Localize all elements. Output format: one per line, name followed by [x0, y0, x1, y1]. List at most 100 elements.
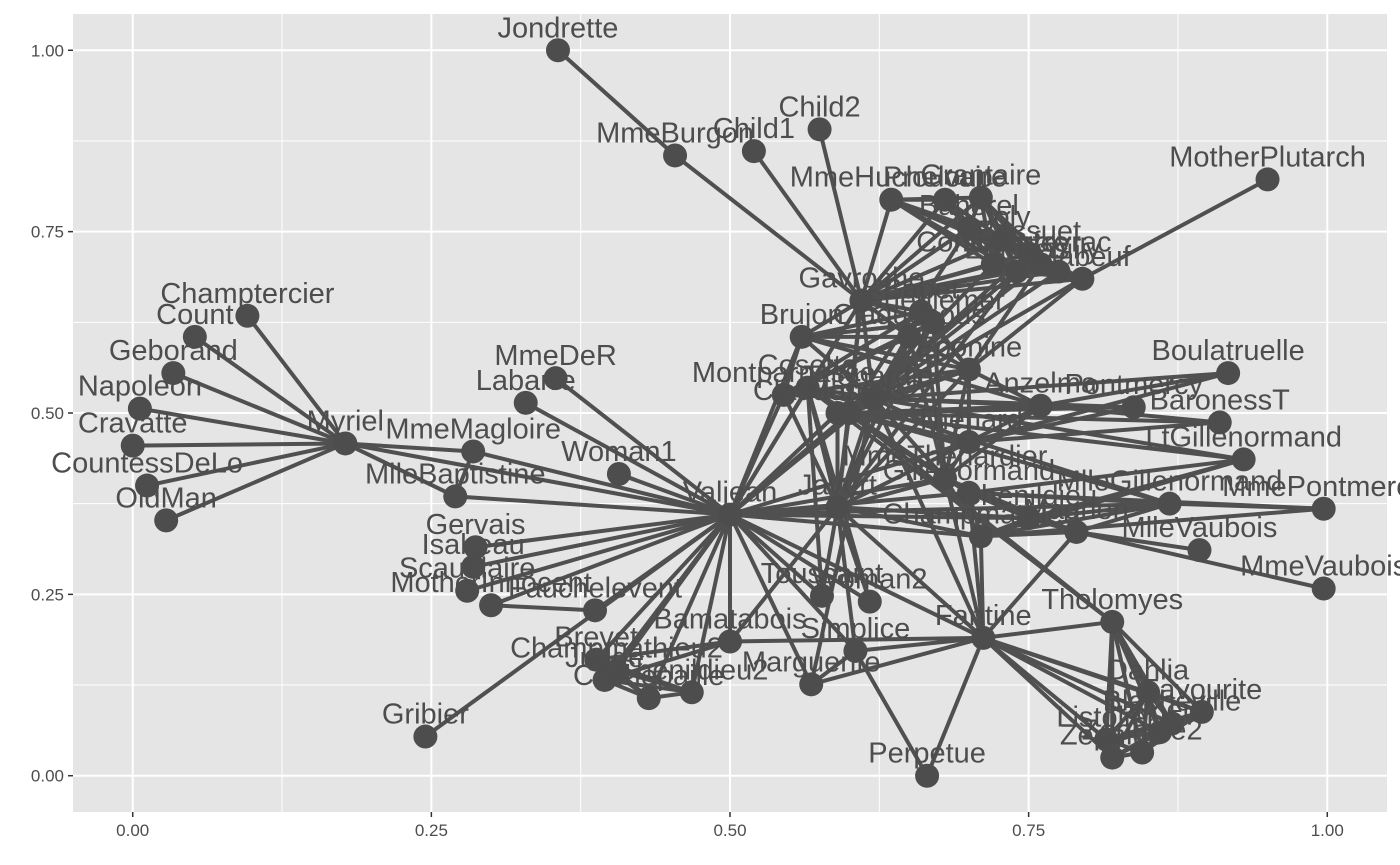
node-label: Napoleon — [78, 371, 202, 403]
node-point — [120, 433, 145, 458]
node-label: Favourite — [1141, 674, 1262, 706]
node-point — [861, 386, 886, 411]
node-point — [1187, 538, 1212, 563]
node-point — [956, 430, 981, 455]
network-edge — [978, 529, 1079, 539]
node-point — [807, 117, 832, 142]
node-label: Count — [156, 299, 233, 331]
node-label: Gervais — [426, 509, 526, 541]
node-point — [718, 502, 742, 527]
network-edge — [471, 449, 732, 517]
node-point — [992, 226, 1017, 251]
node-point — [1064, 519, 1089, 544]
node-label: MmeBurgon — [596, 117, 754, 149]
node-label: Grantaire — [920, 160, 1041, 192]
node-point — [980, 252, 1005, 277]
node-point — [857, 589, 882, 614]
network-edge — [799, 334, 971, 372]
node-label: Blacheville — [1103, 685, 1242, 717]
node-point — [443, 484, 468, 509]
node-label: Gavroche — [799, 263, 925, 295]
network-edge — [809, 635, 986, 687]
node-label: Listolier — [1056, 701, 1156, 733]
y-tick-label: 0.75 — [31, 223, 64, 242]
node-point — [933, 187, 958, 212]
network-edge — [981, 635, 1115, 760]
node-label: Myriel — [307, 405, 384, 437]
node-label: Dahlia — [1107, 654, 1190, 686]
network-edge — [489, 512, 732, 608]
node-point — [825, 495, 850, 520]
node-label: Cravatte — [78, 408, 188, 440]
node-label: Marguerite — [742, 646, 881, 678]
network-edge — [835, 367, 971, 415]
network-edge — [164, 441, 348, 523]
network-edge — [978, 501, 1172, 539]
node-label: Thenardier — [803, 360, 944, 392]
network-edge — [966, 457, 1246, 495]
node-point — [543, 366, 568, 391]
x-tick-label: 0.00 — [116, 821, 149, 840]
node-point — [1100, 609, 1125, 634]
y-tick-label: 0.00 — [31, 767, 64, 786]
node-label: LtGillenormand — [1145, 421, 1342, 453]
network-edge — [673, 153, 864, 303]
network-edge — [859, 226, 971, 303]
node-label: Bamatabois — [653, 604, 806, 636]
node-label: MlleBaptistine — [365, 458, 546, 490]
node-label: Zephine — [1060, 720, 1165, 752]
network-edge — [871, 371, 1231, 401]
node-point — [479, 593, 504, 618]
node-point — [795, 375, 820, 400]
node-point — [1046, 259, 1071, 284]
network-edge — [465, 512, 732, 593]
network-edge — [728, 512, 824, 598]
network-edge — [1074, 501, 1172, 534]
network-edge — [943, 476, 986, 640]
node-point — [879, 187, 904, 212]
x-tick-label: 0.25 — [415, 821, 448, 840]
network-edge — [555, 48, 678, 158]
x-tick-label: 0.50 — [713, 821, 746, 840]
node-point — [235, 303, 260, 328]
node-point — [1004, 259, 1029, 284]
node-label: Toussaint — [761, 558, 884, 590]
network-edge — [859, 197, 948, 303]
network-edge — [966, 367, 1043, 408]
network-edge — [553, 376, 732, 517]
node-label: Fauchelevent — [508, 572, 682, 604]
network-edge — [925, 635, 986, 778]
node-label: MotherInnocent — [390, 567, 592, 599]
node-label: Brujon — [760, 299, 844, 331]
node-point — [135, 473, 160, 498]
node-label: Enjolras — [964, 234, 1069, 266]
network-edge — [981, 529, 1079, 640]
network-edge — [616, 471, 732, 517]
node-point — [413, 724, 438, 749]
node-point — [127, 396, 152, 421]
node-label: Champmathieu2 — [510, 633, 723, 665]
node-label: Child1 — [713, 113, 795, 145]
node-label: MlleVaubois — [1122, 512, 1278, 544]
network-edge — [871, 320, 936, 401]
node-point — [606, 461, 631, 486]
network-edge — [981, 619, 1115, 640]
network-edge — [728, 512, 986, 640]
node-point — [461, 439, 486, 464]
node-point — [971, 625, 996, 650]
network-edge — [1110, 619, 1174, 726]
network-edge — [871, 396, 986, 640]
network-edge — [966, 420, 1222, 445]
network-nodes — [120, 38, 1336, 788]
network-edge — [817, 127, 864, 303]
x-tick-label: 0.75 — [1012, 821, 1045, 840]
node-label: Claquesous2 — [753, 375, 922, 407]
node-label: Perpetue — [868, 738, 986, 770]
node-label: Combeferre — [916, 226, 1069, 258]
network-edge — [728, 501, 1172, 517]
node-point — [956, 216, 981, 241]
network-edge — [171, 371, 348, 446]
network-edge — [523, 400, 732, 517]
node-label: Scaufflaire — [399, 553, 536, 585]
